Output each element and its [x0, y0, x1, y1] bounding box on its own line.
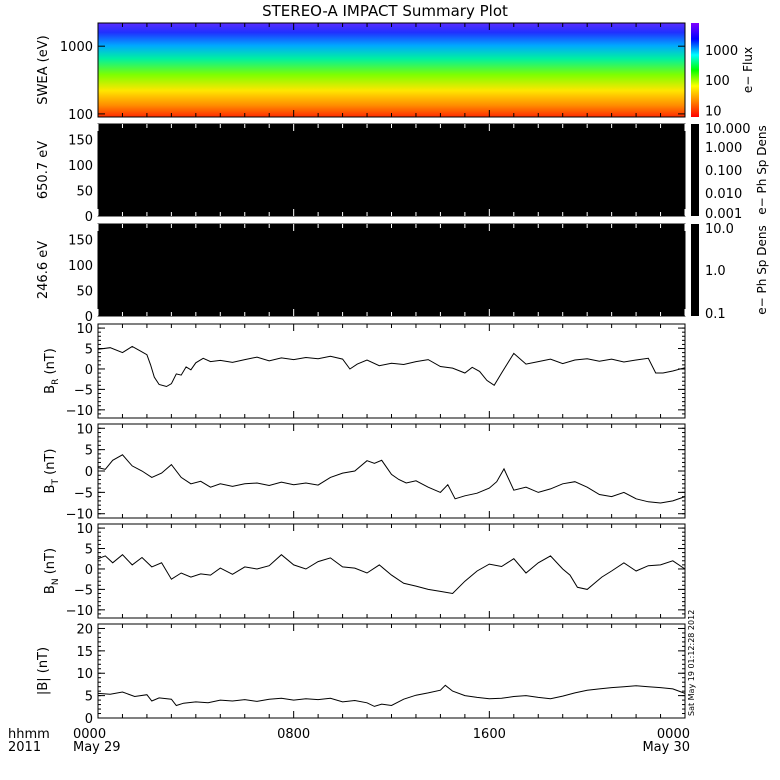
panel-bt: −10 −5 0 5 10 BT (nT) [43, 422, 686, 523]
bn-frame [97, 523, 686, 619]
panel-br: −10 −5 0 5 10 BR (nT) [43, 322, 686, 419]
panel-bmag: 0 5 10 15 20 |B| (nT) [36, 622, 686, 727]
colorbar-tick-label: 0.100 [705, 164, 742, 179]
x-tick-label: 0000 [657, 727, 690, 742]
y-tick-label: −5 [74, 583, 93, 598]
y-axis-label-symbol: B [43, 485, 58, 494]
y-tick-label: 5 [85, 543, 93, 558]
bmag-series-line [97, 684, 686, 707]
colorbar-tick-label: 0.001 [705, 207, 742, 222]
colorbar-tick-label: 1.0 [705, 264, 726, 279]
y-tick-label: 5 [85, 444, 93, 459]
pad650-colorbar: 10.000 1.000 0.100 0.010 0.001 e− Ph Sp Dens [691, 122, 769, 222]
colorbar-tick-label: 1000 [705, 44, 738, 59]
panel-pad246: 0 50 100 150 246.6 eV 10.0 1.0 0.1 e− Ph Sp Dens [36, 222, 769, 325]
y-tick-label: 0 [85, 712, 93, 727]
y-tick-label: 0 [85, 465, 93, 480]
x-tick-label: 1600 [473, 727, 506, 742]
colorbar-gradient [691, 23, 699, 117]
panel-pad650: 0 50 100 150 650.7 eV 10.000 1.000 0.100 0.010 0.… [36, 122, 769, 225]
y-tick-label: 10 [76, 522, 93, 537]
y-axis-label: 650.7 eV [36, 141, 51, 199]
y-tick-label: 0 [85, 310, 93, 325]
bt-series-line [97, 454, 686, 504]
bn-series-line [97, 554, 686, 595]
y-axis-label: SWEA (eV) [36, 35, 51, 104]
y-axis-label-subscript: R [51, 379, 61, 385]
colorbar-tick-label: 0.1 [705, 307, 726, 322]
pad246-spectrogram [98, 224, 685, 316]
y-axis-label: BR (nT) [43, 348, 61, 394]
y-tick-label: 5 [85, 690, 93, 705]
y-tick-label: 100 [68, 108, 93, 123]
y-tick-label: −5 [74, 383, 93, 398]
y-tick-label: 1000 [60, 40, 93, 55]
y-tick-label: 0 [85, 363, 93, 378]
generated-stamp: Sat May 19 01:12:28 2012 [687, 610, 696, 716]
br-series-line [97, 345, 686, 388]
y-axis-label: BT (nT) [43, 449, 61, 494]
y-axis-label-symbol: B [43, 585, 58, 594]
colorbar-label: e− Flux [741, 47, 755, 93]
pad650-spectrogram [98, 124, 685, 216]
x-axis-row1-label: hhmm [8, 727, 50, 742]
pad246-colorbar: 10.0 1.0 0.1 e− Ph Sp Dens [691, 222, 769, 322]
colorbar-tick-label: 1.000 [705, 141, 742, 156]
colorbar-tick-label: 10.000 [705, 122, 751, 137]
y-tick-label: 15 [76, 645, 93, 660]
y-tick-label: 50 [76, 284, 93, 299]
y-axis-label-unit: (nT) [43, 449, 58, 479]
y-tick-label: 100 [68, 259, 93, 274]
y-tick-label: 0 [85, 563, 93, 578]
y-axis-label: |B| (nT) [36, 647, 51, 695]
panel-bn: −10 −5 0 5 10 BN (nT) [43, 522, 686, 619]
br-frame [97, 323, 686, 419]
y-tick-label: −5 [74, 486, 93, 501]
colorbar-tick-label: 10.0 [705, 222, 734, 237]
y-tick-label: 150 [68, 133, 93, 148]
y-tick-label: 10 [76, 422, 93, 437]
colorbar-tick-label: 100 [705, 74, 730, 89]
y-tick-label: 10 [76, 322, 93, 337]
bt-frame [97, 423, 686, 519]
y-tick-label: 20 [76, 622, 93, 637]
x-axis-row2-label: 2011 [8, 740, 41, 755]
y-axis-label-unit: (nT) [43, 348, 58, 378]
y-tick-label: 5 [85, 343, 93, 358]
y-tick-label: 0 [85, 210, 93, 225]
y-axis-label-unit: (nT) [43, 548, 58, 578]
colorbar-label: e− Ph Sp Dens [755, 125, 769, 214]
chart-title: STEREO-A IMPACT Summary Plot [262, 2, 508, 20]
y-tick-label: 10 [76, 667, 93, 682]
y-axis-label: 246.6 eV [36, 241, 51, 299]
y-axis-label-subscript: N [51, 578, 61, 585]
y-tick-label: −10 [66, 604, 93, 619]
bmag-frame [97, 623, 686, 719]
y-tick-label: −10 [66, 404, 93, 419]
x-date-label: May 30 [642, 740, 690, 755]
swea-spectrogram [98, 23, 685, 117]
colorbar-tick-label: 0.010 [705, 187, 742, 202]
colorbar-gradient [691, 224, 699, 316]
y-axis-label-subscript: T [51, 479, 61, 486]
swea-colorbar: 10 100 1000 e− Flux [691, 23, 755, 119]
x-date-label: May 29 [73, 740, 121, 755]
colorbar-label: e− Ph Sp Dens [755, 225, 769, 314]
y-axis-label-symbol: B [43, 385, 58, 394]
y-tick-label: 150 [68, 233, 93, 248]
y-tick-label: 100 [68, 159, 93, 174]
y-axis-label: BN (nT) [43, 548, 61, 594]
x-tick-label: 0000 [73, 727, 106, 742]
colorbar-tick-label: 10 [705, 104, 722, 119]
y-tick-label: 50 [76, 184, 93, 199]
colorbar-gradient [691, 124, 699, 216]
x-tick-label: 0800 [277, 727, 310, 742]
y-tick-label: −10 [66, 508, 93, 523]
